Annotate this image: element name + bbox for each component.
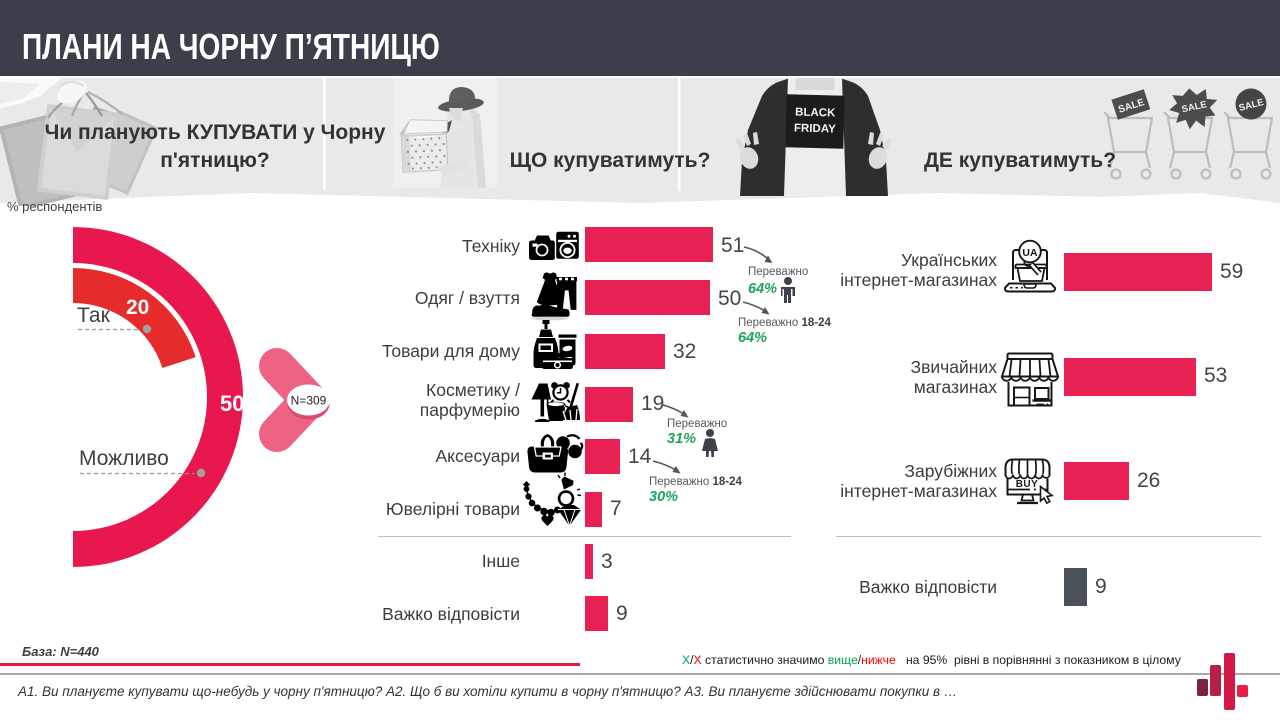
svg-text:FRIDAY: FRIDAY (794, 122, 836, 135)
svg-text:SALE: SALE (1181, 99, 1208, 115)
svg-text:BLACK: BLACK (795, 106, 836, 119)
svg-text:UA: UA (1022, 247, 1038, 259)
svg-text:BUY: BUY (1016, 479, 1039, 490)
svg-text:N=309: N=309 (291, 394, 327, 408)
